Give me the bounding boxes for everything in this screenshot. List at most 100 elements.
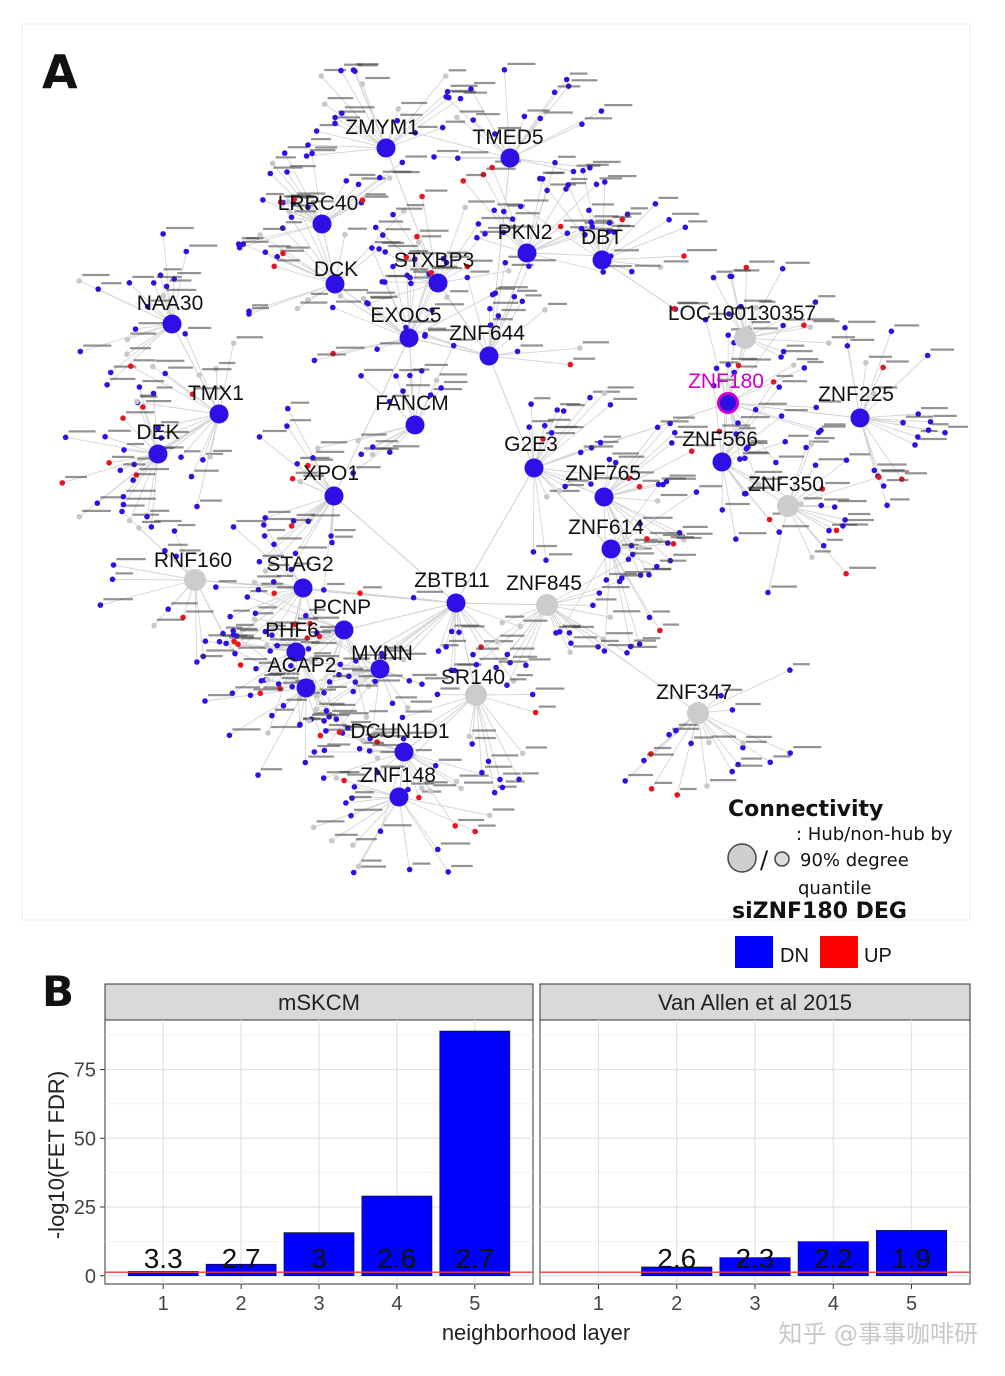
network-edge xyxy=(129,453,159,521)
network-edge xyxy=(601,259,675,310)
network-node xyxy=(753,304,759,311)
network-edge xyxy=(317,424,416,449)
network-node xyxy=(731,369,737,376)
node-label-mark xyxy=(365,193,386,196)
node-label-mark xyxy=(257,612,274,615)
node-label-mark xyxy=(562,483,584,487)
node-label-mark xyxy=(606,265,632,268)
network-edge xyxy=(437,270,509,284)
legend-connectivity-desc-3: quantile xyxy=(798,878,871,899)
node-label-mark xyxy=(737,365,758,368)
node-label-mark xyxy=(362,741,384,744)
network-node xyxy=(134,398,140,405)
node-label-mark xyxy=(100,496,124,499)
facet-title: Van Allen et al 2015 xyxy=(658,990,852,1015)
network-node xyxy=(462,204,469,211)
x-tick-label: 2 xyxy=(671,1293,682,1315)
network-edge xyxy=(859,417,918,438)
network-edge xyxy=(138,386,159,455)
node-label-mark xyxy=(582,341,609,344)
node-label-mark xyxy=(130,347,151,350)
network-edge xyxy=(121,511,196,581)
network-node xyxy=(202,698,208,704)
network-node xyxy=(407,372,413,379)
node-label-mark xyxy=(607,175,637,178)
node-label-mark xyxy=(252,304,269,307)
network-node xyxy=(433,377,440,384)
network-node xyxy=(718,692,724,699)
network-node xyxy=(719,507,726,513)
network-node xyxy=(742,455,748,462)
network-node xyxy=(313,128,320,134)
network-edge xyxy=(744,268,784,339)
node-label-mark xyxy=(708,312,736,315)
node-label-mark xyxy=(497,203,521,206)
network-node xyxy=(579,121,585,127)
network-node xyxy=(408,280,414,287)
network-node xyxy=(223,640,229,647)
node-label-mark xyxy=(459,110,485,113)
node-label-mark xyxy=(676,536,702,539)
node-label-mark xyxy=(133,359,156,362)
node-label-mark xyxy=(271,725,299,729)
network-node xyxy=(294,305,301,312)
network-node xyxy=(364,300,370,306)
network-edge xyxy=(713,385,723,463)
hub-node xyxy=(850,408,870,428)
network-edge xyxy=(533,467,547,561)
bar-value-label: 2.3 xyxy=(736,1243,775,1274)
network-node xyxy=(776,529,782,535)
network-node xyxy=(843,570,849,577)
network-node xyxy=(491,789,498,796)
network-edge xyxy=(184,333,220,415)
network-node xyxy=(602,179,608,185)
node-label-mark xyxy=(433,388,463,391)
network-node xyxy=(519,750,526,757)
node-label-mark xyxy=(324,68,347,72)
network-node xyxy=(307,620,313,627)
bar-value-label: 3.3 xyxy=(144,1243,183,1274)
node-label-mark xyxy=(295,471,318,474)
network-node xyxy=(323,708,330,714)
network-node xyxy=(341,777,347,784)
network-node xyxy=(497,776,503,783)
node-label-mark xyxy=(314,655,340,658)
legend-deg-title: siZNF180 DEG xyxy=(732,899,907,924)
network-node xyxy=(395,106,402,112)
node-label-mark xyxy=(315,146,338,149)
node-label-mark xyxy=(933,414,957,417)
network-node xyxy=(261,533,268,539)
network-node xyxy=(787,750,793,756)
node-label-mark xyxy=(785,261,810,264)
node-label-mark xyxy=(549,553,573,556)
node-label-mark xyxy=(630,207,648,210)
node-label-mark xyxy=(303,717,321,720)
node-label-mark xyxy=(594,215,619,218)
network-node xyxy=(790,362,797,368)
network-node xyxy=(232,650,238,657)
node-label-mark xyxy=(343,657,370,660)
node-label-mark xyxy=(344,63,363,66)
network-node xyxy=(629,268,635,275)
node-label-mark xyxy=(424,781,448,784)
hub-node xyxy=(209,404,229,424)
network-node xyxy=(404,704,411,711)
node-label-mark xyxy=(788,434,809,437)
network-node xyxy=(611,229,617,235)
node-label-mark xyxy=(378,220,404,223)
network-edge xyxy=(526,234,586,254)
network-edge xyxy=(582,170,603,261)
node-label-mark xyxy=(123,463,146,466)
network-node xyxy=(625,475,632,482)
network-edge xyxy=(265,495,335,519)
node-label-mark xyxy=(412,862,431,865)
node-label-mark xyxy=(434,265,458,268)
node-label-mark xyxy=(137,457,162,460)
network-node xyxy=(636,483,643,490)
node-label-mark xyxy=(319,625,338,628)
network-node xyxy=(412,130,419,136)
hub-node xyxy=(405,415,425,435)
bar-value-label: 2.2 xyxy=(814,1243,853,1274)
network-node xyxy=(274,253,281,260)
